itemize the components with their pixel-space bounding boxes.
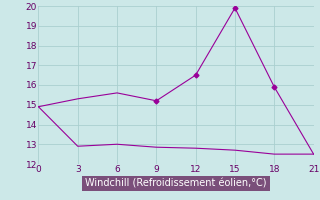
X-axis label: Windchill (Refroidissement éolien,°C): Windchill (Refroidissement éolien,°C) [85,179,267,189]
